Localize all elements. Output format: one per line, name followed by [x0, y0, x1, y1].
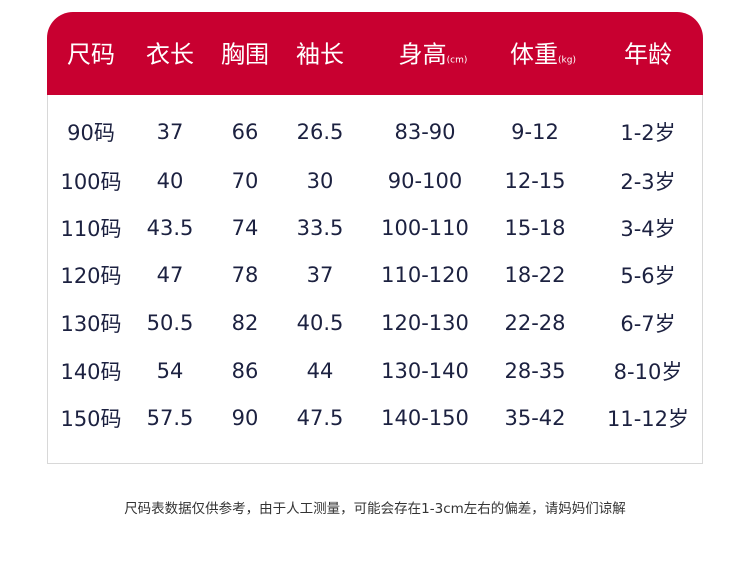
table-cell: 150码 — [60, 407, 122, 431]
table-cell: 3-4岁 — [620, 217, 676, 241]
column-header-label: 体重 — [510, 40, 559, 69]
table-cell: 28-35 — [504, 359, 566, 383]
table-cell: 83-90 — [394, 120, 456, 144]
table-cell: 66 — [231, 120, 259, 144]
table-cell: 90-100 — [387, 169, 463, 193]
table-cell: 40 — [156, 169, 184, 193]
column-header-label: 尺码 — [67, 40, 115, 69]
table-cell: 37 — [156, 120, 184, 144]
table-cell: 110码 — [60, 217, 122, 241]
table-cell: 57.5 — [146, 406, 194, 430]
table-cell: 2-3岁 — [620, 170, 676, 194]
table-cell: 47 — [156, 263, 184, 287]
table-cell: 90码 — [67, 121, 115, 145]
table-cell: 100-110 — [381, 216, 469, 240]
table-cell: 30 — [306, 169, 334, 193]
table-cell: 6-7岁 — [620, 312, 676, 336]
column-header: 胸围 — [221, 35, 269, 70]
table-cell: 100码 — [60, 170, 122, 194]
table-cell: 70 — [231, 169, 259, 193]
column-header-label: 胸围 — [221, 40, 269, 69]
table-cell: 74 — [231, 216, 259, 240]
column-header: 年龄 — [624, 35, 672, 70]
table-cell: 130码 — [60, 312, 122, 336]
table-cell: 1-2岁 — [620, 121, 676, 145]
table-cell: 120码 — [60, 264, 122, 288]
table-cell: 5-6岁 — [620, 264, 676, 288]
table-header — [47, 12, 703, 96]
table-body — [47, 95, 703, 464]
table-cell: 18-22 — [504, 263, 566, 287]
table-cell: 40.5 — [296, 311, 344, 335]
column-header: 袖长 — [296, 35, 344, 70]
table-cell: 8-10岁 — [613, 360, 683, 384]
table-cell: 37 — [306, 263, 334, 287]
table-cell: 90 — [231, 406, 259, 430]
table-cell: 86 — [231, 359, 259, 383]
table-cell: 54 — [156, 359, 184, 383]
table-cell: 47.5 — [296, 406, 344, 430]
column-header: 衣长 — [146, 35, 194, 70]
table-cell: 22-28 — [504, 311, 566, 335]
table-cell: 44 — [306, 359, 334, 383]
table-cell: 140码 — [60, 360, 122, 384]
table-cell: 35-42 — [504, 406, 566, 430]
column-header: 身高(cm) — [399, 35, 468, 70]
table-cell: 140-150 — [381, 406, 469, 430]
column-header-label: 身高 — [398, 40, 447, 69]
table-cell: 50.5 — [146, 311, 194, 335]
column-header-label: 年龄 — [624, 40, 672, 69]
table-cell: 12-15 — [504, 169, 566, 193]
table-cell: 9-12 — [511, 120, 559, 144]
table-cell: 43.5 — [146, 216, 194, 240]
column-header-label: 衣长 — [146, 40, 194, 69]
table-cell: 78 — [231, 263, 259, 287]
disclaimer-note: 尺码表数据仅供参考，由于人工测量，可能会存在1-3cm左右的偏差，请妈妈们谅解 — [124, 501, 626, 517]
column-header: 尺码 — [67, 35, 115, 70]
column-header: 体重(kg) — [510, 35, 576, 70]
table-cell: 15-18 — [504, 216, 566, 240]
table-cell: 26.5 — [296, 120, 344, 144]
column-header-label: 袖长 — [296, 40, 344, 69]
column-unit: (cm) — [446, 55, 468, 66]
column-unit: (kg) — [558, 55, 576, 66]
table-cell: 120-130 — [381, 311, 469, 335]
table-cell: 110-120 — [381, 263, 469, 287]
table-cell: 11-12岁 — [606, 407, 690, 431]
table-cell: 82 — [231, 311, 259, 335]
table-cell: 130-140 — [381, 359, 469, 383]
table-cell: 33.5 — [296, 216, 344, 240]
